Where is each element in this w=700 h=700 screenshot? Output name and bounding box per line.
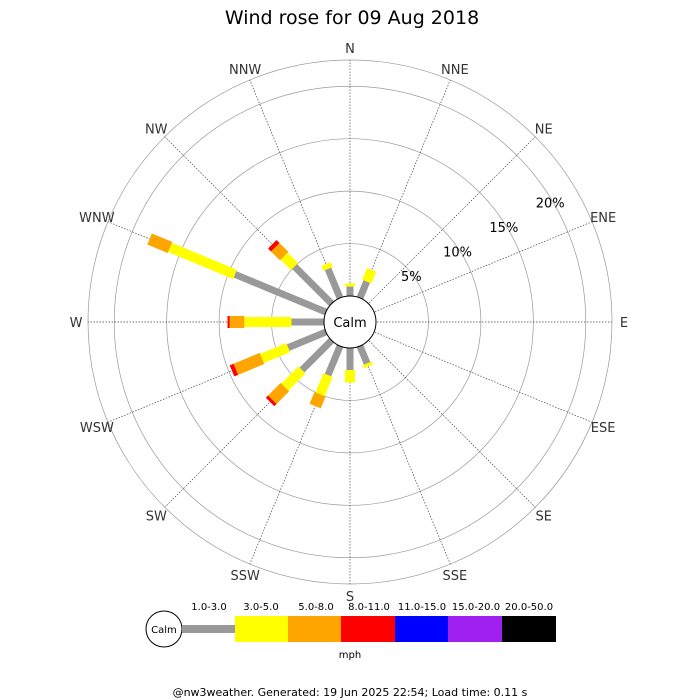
legend-swatch-20-0-50-0 bbox=[502, 616, 556, 642]
direction-label-ene: ENE bbox=[590, 211, 616, 226]
direction-label-nnw: NNW bbox=[229, 63, 261, 78]
bar-n-1-0-3-0 bbox=[346, 286, 354, 296]
bar-nne-1-0-3-0 bbox=[356, 280, 371, 300]
direction-label-n: N bbox=[345, 42, 355, 57]
bar-nw-5-0-8-0 bbox=[271, 243, 289, 261]
bar-stack-nnw bbox=[321, 262, 344, 300]
direction-label-w: W bbox=[70, 316, 83, 331]
direction-label-ese: ESE bbox=[591, 421, 616, 436]
bar-stack-s bbox=[345, 348, 355, 383]
bar-sw-5-0-8-0 bbox=[268, 382, 290, 404]
legend-label-5-0-8-0: 5.0-8.0 bbox=[298, 602, 333, 613]
radial-tick-20: 20% bbox=[536, 196, 565, 211]
bar-wnw-5-0-8-0 bbox=[147, 233, 173, 253]
direction-label-sw: SW bbox=[146, 510, 167, 525]
legend-swatch-1-0-3-0 bbox=[182, 625, 235, 633]
bar-nw-3-0-5-0 bbox=[280, 252, 299, 271]
bar-stack-w bbox=[227, 316, 324, 328]
bar-stack-n bbox=[345, 283, 355, 296]
direction-label-wnw: WNW bbox=[79, 211, 115, 226]
radial-tick-10: 10% bbox=[443, 246, 472, 261]
legend-label-11-0-15-0: 11.0-15.0 bbox=[398, 602, 446, 613]
bar-nw-1-0-3-0 bbox=[292, 264, 335, 307]
bar-wsw-3-0-5-0 bbox=[260, 342, 291, 364]
direction-label-wsw: WSW bbox=[80, 421, 114, 436]
legend-swatch-11-0-15-0 bbox=[395, 616, 448, 642]
direction-label-ne: NE bbox=[535, 122, 553, 137]
bar-nw-8-0-11-0 bbox=[268, 240, 280, 252]
legend-swatch-8-0-11-0 bbox=[341, 616, 395, 642]
direction-labels: N NNE NE ENE E ESE SE SSE S SSW SW WSW W WNW NW NNW 5% 10… bbox=[70, 42, 629, 605]
bar-stack-nne bbox=[356, 267, 377, 300]
direction-label-nw: NW bbox=[145, 122, 168, 137]
direction-label-se: SE bbox=[536, 510, 552, 525]
legend-label-3-0-5-0: 3.0-5.0 bbox=[243, 602, 278, 613]
bar-w-8-0-11-0 bbox=[227, 316, 230, 328]
bar-nne-3-0-5-0 bbox=[362, 267, 377, 284]
bar-wnw-3-0-5-0 bbox=[168, 242, 237, 279]
bar-stack-wnw bbox=[147, 233, 328, 316]
bar-sse-1-0-3-0 bbox=[356, 344, 371, 365]
direction-label-e: E bbox=[620, 316, 628, 331]
bar-stack-nw bbox=[268, 240, 335, 307]
bar-nnw-3-0-5-0 bbox=[321, 262, 333, 271]
legend-label-8-0-11-0: 8.0-11.0 bbox=[348, 602, 390, 613]
legend-label-1-0-3-0: 1.0-3.0 bbox=[191, 602, 226, 613]
legend-unit: mph bbox=[339, 650, 361, 661]
bar-stack-sse bbox=[356, 344, 373, 369]
direction-label-sse: SSE bbox=[442, 569, 467, 584]
grid-circle-20 bbox=[113, 85, 587, 559]
bar-n-3-0-5-0 bbox=[345, 283, 355, 287]
bar-sw-1-0-3-0 bbox=[299, 337, 335, 373]
bar-wsw-1-0-3-0 bbox=[286, 328, 328, 351]
legend-label-20-0-50-0: 20.0-50.0 bbox=[505, 602, 553, 613]
polar-grid bbox=[87, 59, 613, 585]
direction-label-ssw: SSW bbox=[230, 569, 260, 584]
legend-label-15-0-20-0: 15.0-20.0 bbox=[452, 602, 500, 613]
bar-sw-8-0-11-0 bbox=[265, 395, 277, 407]
bar-stack-wsw bbox=[229, 328, 328, 377]
legend-swatch-3-0-5-0 bbox=[235, 616, 288, 642]
grid-circle-10 bbox=[218, 190, 482, 454]
calm-center: Calm bbox=[323, 295, 377, 349]
speed-legend: Calm 1.0-3.0 3.0-5.0 5.0-8.0 8.0-11.0 11.0-15… bbox=[145, 602, 556, 661]
bar-nnw-1-0-3-0 bbox=[324, 267, 344, 300]
bar-sse-3-0-5-0 bbox=[362, 361, 373, 369]
radial-tick-5: 5% bbox=[401, 270, 422, 285]
bar-w-3-0-5-0 bbox=[244, 317, 292, 327]
bar-ssw-5-0-8-0 bbox=[309, 392, 326, 409]
legend-swatch-5-0-8-0 bbox=[288, 616, 341, 642]
bar-wsw-8-0-11-0 bbox=[229, 363, 239, 377]
legend-calm-label: Calm bbox=[151, 625, 177, 636]
bar-s-3-0-5-0 bbox=[345, 370, 355, 383]
wind-bars bbox=[147, 233, 377, 409]
direction-label-nne: NNE bbox=[441, 63, 469, 78]
bar-wnw-1-0-3-0 bbox=[233, 271, 328, 316]
calm-label: Calm bbox=[333, 316, 366, 331]
bar-w-5-0-8-0 bbox=[229, 316, 245, 328]
radial-tick-15: 15% bbox=[489, 221, 518, 236]
legend-swatch-15-0-20-0 bbox=[448, 616, 502, 642]
bar-ssw-1-0-3-0 bbox=[324, 344, 344, 377]
bar-wsw-5-0-8-0 bbox=[233, 352, 265, 375]
bar-stack-sw bbox=[265, 337, 335, 407]
footer-text: @nw3weather. Generated: 19 Jun 2025 22:5… bbox=[173, 686, 528, 699]
chart-title: Wind rose for 09 Aug 2018 bbox=[225, 7, 479, 29]
bar-stack-ssw bbox=[309, 344, 344, 409]
bar-sw-3-0-5-0 bbox=[281, 366, 306, 391]
bar-s-1-0-3-0 bbox=[346, 348, 354, 371]
bar-ssw-3-0-5-0 bbox=[315, 373, 333, 397]
direction-label-s: S bbox=[346, 590, 354, 605]
bar-w-1-0-3-0 bbox=[291, 318, 324, 326]
calm-circle bbox=[323, 295, 377, 349]
